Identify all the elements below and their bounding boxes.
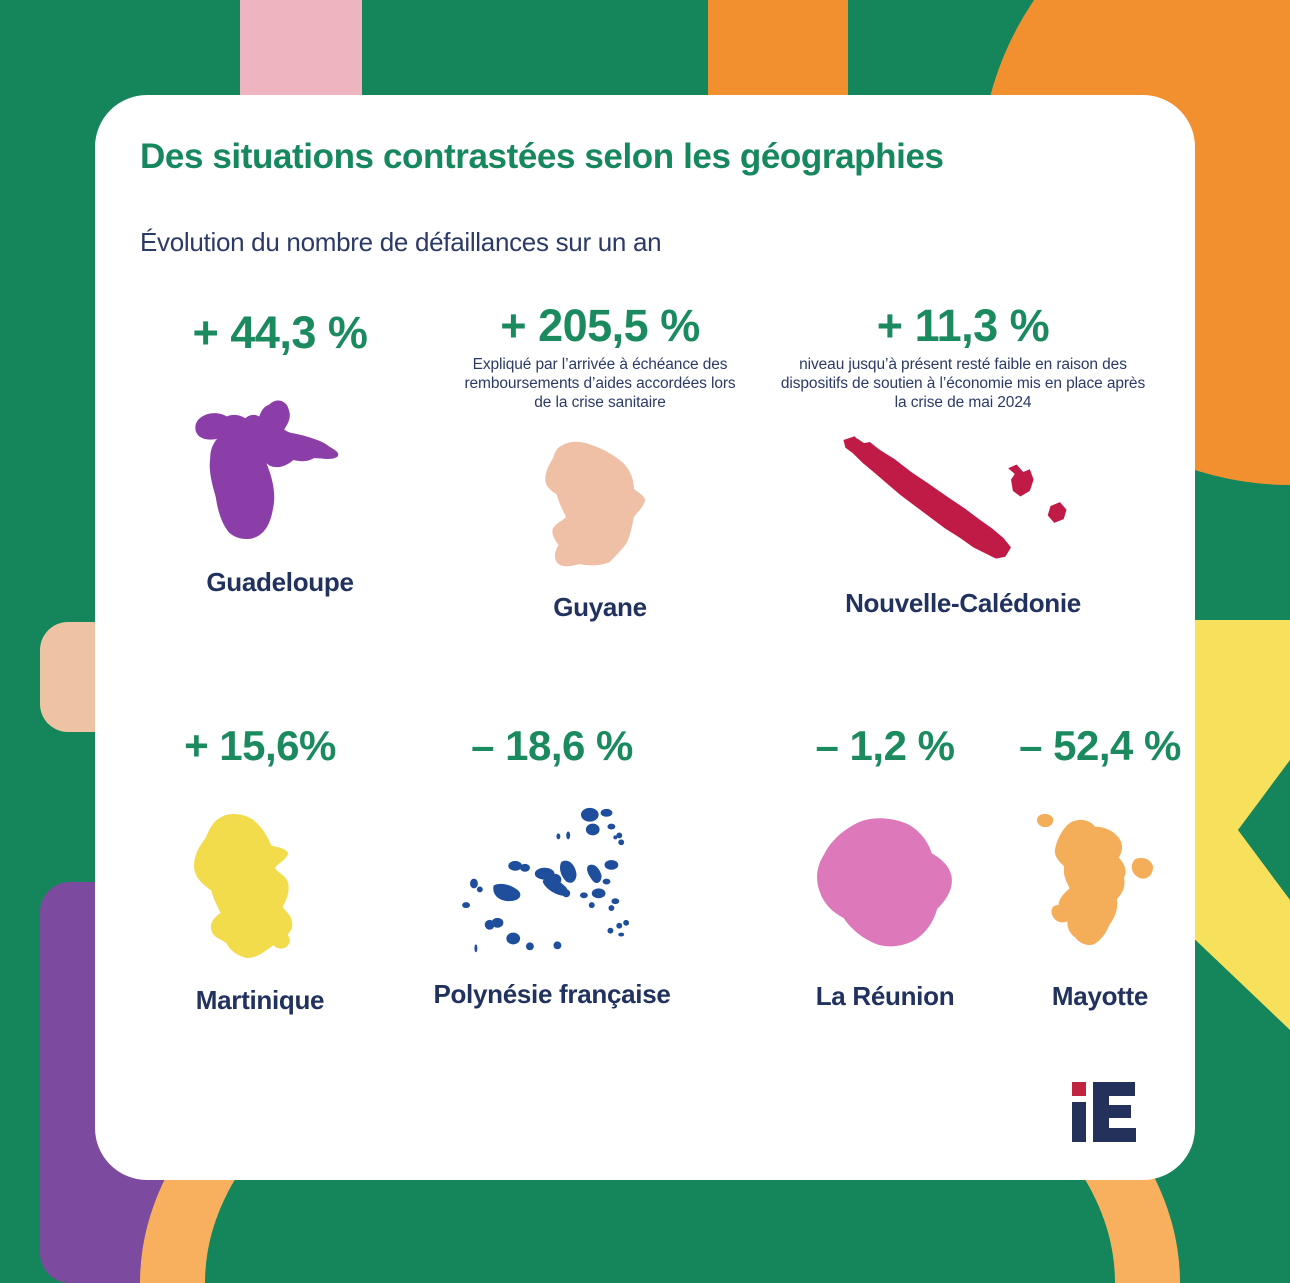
martinique-map-icon <box>194 813 293 958</box>
region-percent: + 15,6% <box>184 722 336 769</box>
region-percent: – 1,2 % <box>815 722 955 769</box>
page-title: Des situations contrastées selon les géo… <box>140 137 944 176</box>
region-card-guyane: + 205,5 % Expliqué par l’arrivée à échéa… <box>440 303 760 623</box>
region-label: Polynésie française <box>433 979 671 1009</box>
region-map <box>125 377 435 567</box>
region-card-nouvelle-caledonie: + 11,3 % niveau jusqu’à présent resté fa… <box>763 303 1163 619</box>
region-card-polynesie-francaise: – 18,6 % <box>357 725 747 1010</box>
region-percent: – 52,4 % <box>1019 722 1181 769</box>
region-note: niveau jusqu’à présent resté faible en r… <box>780 356 1146 412</box>
region-label: La Réunion <box>815 981 955 1011</box>
region-note: Expliqué par l’arrivée à échéance des re… <box>464 356 736 412</box>
region-card-la-reunion: – 1,2 % La Réunion <box>715 725 1055 1012</box>
region-label: Guyane <box>553 591 647 622</box>
logo-dot <box>1072 1082 1086 1096</box>
region-map <box>357 789 747 979</box>
region-map <box>975 791 1195 981</box>
guyane-map-icon <box>545 441 646 567</box>
page-subtitle: Évolution du nombre de défaillances sur … <box>140 227 662 257</box>
region-label: Martinique <box>195 985 325 1015</box>
region-label: Nouvelle-Calédonie <box>845 587 1081 618</box>
region-map <box>440 427 760 592</box>
region-label: Mayotte <box>1051 981 1149 1011</box>
infographic-card: Des situations contrastées selon les géo… <box>95 95 1195 1180</box>
polynesie-francaise-map-icon <box>462 807 630 953</box>
nouvelle-caledonie-map-icon <box>843 436 1067 559</box>
region-percent: + 44,3 % <box>192 307 368 358</box>
mayotte-map-icon <box>1036 813 1153 945</box>
region-percent: + 205,5 % <box>500 300 700 351</box>
region-card-mayotte: – 52,4 % Mayotte <box>975 725 1195 1012</box>
region-map <box>115 795 405 985</box>
logo-i-stem <box>1072 1102 1086 1142</box>
logo-e <box>1093 1082 1136 1142</box>
region-percent: + 11,3 % <box>876 300 1050 351</box>
region-percent: – 18,6 % <box>471 722 633 769</box>
region-map <box>763 423 1163 588</box>
logo-ie <box>1072 1082 1136 1142</box>
region-label: Guadeloupe <box>206 567 354 597</box>
guadeloupe-map-icon <box>194 400 338 540</box>
region-card-guadeloupe: + 44,3 % Guadeloupe <box>125 310 435 598</box>
la-reunion-map-icon <box>817 817 952 946</box>
region-card-martinique: + 15,6% Martinique <box>115 725 405 1016</box>
yellow-chevron <box>1185 620 1290 1030</box>
region-map <box>715 791 1055 981</box>
